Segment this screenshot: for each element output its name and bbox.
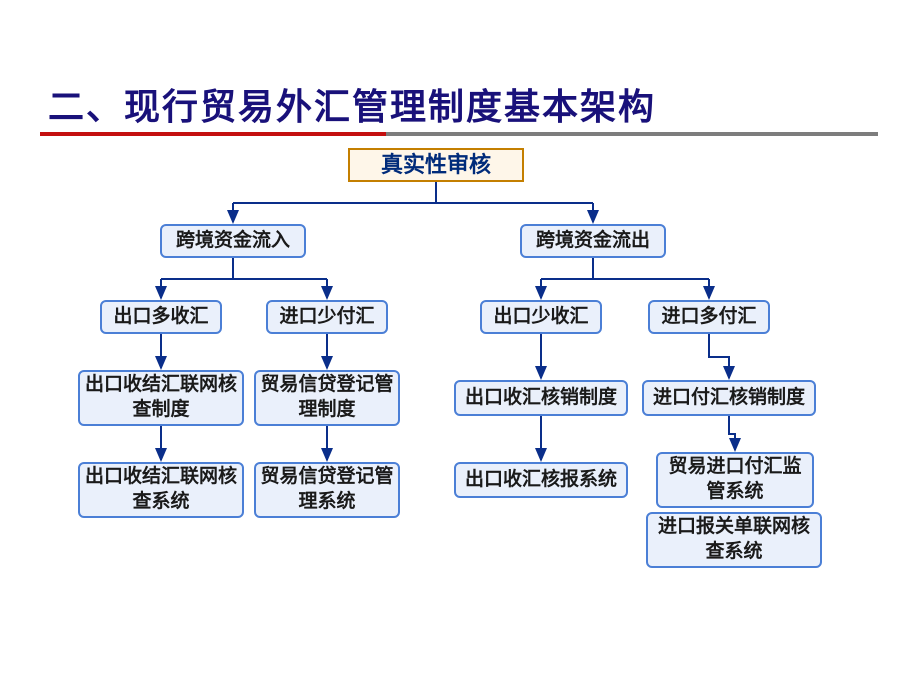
node-l3b: 进口少付汇 [266, 300, 388, 334]
node-l3d: 进口多付汇 [648, 300, 770, 334]
node-l5c: 出口收汇核报系统 [454, 462, 628, 498]
node-l5b: 贸易信贷登记管理系统 [254, 462, 400, 518]
node-l5e: 进口报关单联网核查系统 [646, 512, 822, 568]
node-l5a: 出口收结汇联网核查系统 [78, 462, 244, 518]
node-l3c: 出口少收汇 [480, 300, 602, 334]
page-title: 二、现行贸易外汇管理制度基本架构 [48, 78, 656, 130]
underline-red [40, 132, 386, 136]
node-root: 真实性审核 [348, 148, 524, 182]
node-l4b: 贸易信贷登记管理制度 [254, 370, 400, 426]
node-l2b: 跨境资金流出 [520, 224, 666, 258]
node-l4a: 出口收结汇联网核查制度 [78, 370, 244, 426]
node-l2a: 跨境资金流入 [160, 224, 306, 258]
node-l5d: 贸易进口付汇监管系统 [656, 452, 814, 508]
node-l3a: 出口多收汇 [100, 300, 222, 334]
node-l4c: 出口收汇核销制度 [454, 380, 628, 416]
node-l4d: 进口付汇核销制度 [642, 380, 816, 416]
